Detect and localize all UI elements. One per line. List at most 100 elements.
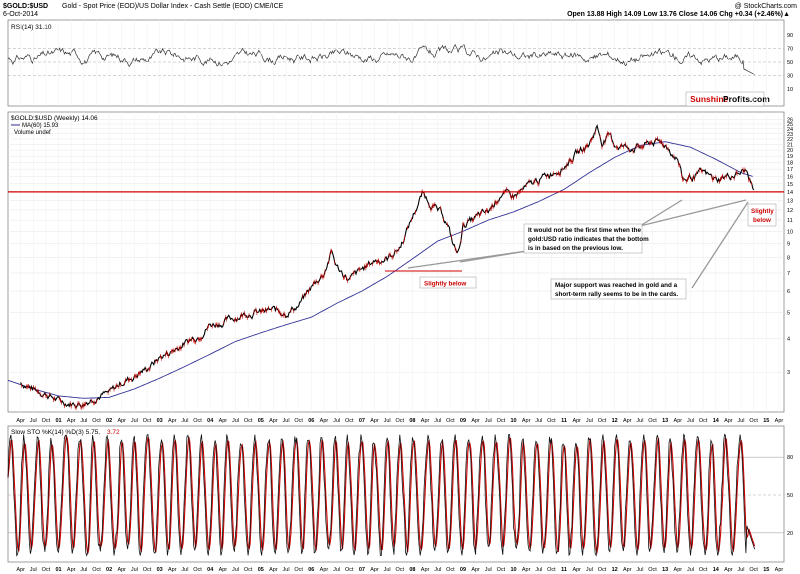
- x-axis-label: Oct: [598, 567, 607, 573]
- x-axis-label: 11: [561, 418, 567, 424]
- x-axis-label: Jul: [485, 418, 492, 424]
- x-axis-label: Jul: [181, 418, 188, 424]
- x-axis-label: Oct: [396, 567, 405, 573]
- slightly-below-label-2a: Slightly: [751, 208, 774, 215]
- x-axis-label: Jul: [535, 567, 542, 573]
- x-axis-label: Oct: [92, 567, 101, 573]
- x-axis-label: Oct: [193, 567, 202, 573]
- slightly-below-box-2: [747, 203, 777, 227]
- annotation-pointers: [407, 199, 749, 289]
- x-axis-label: 06: [308, 418, 314, 424]
- x-axis-label: Oct: [294, 418, 303, 424]
- x-axis-label: Apr: [471, 567, 480, 573]
- x-axis-label: 03: [157, 418, 163, 424]
- x-axis-label: Oct: [92, 418, 101, 424]
- rsi-tick-label: 30: [787, 74, 793, 80]
- price-legend-ma: MA(60) 15.93: [22, 123, 59, 129]
- x-axis-label: Apr: [674, 567, 683, 573]
- sto-tick-label: 80: [787, 455, 793, 461]
- x-axis-label: Apr: [16, 567, 25, 573]
- sto-legend: Slow STO %K(14) %D(3) 5.75,: [11, 429, 100, 436]
- x-axis-label: Apr: [572, 418, 581, 424]
- price-tick-label: 18: [787, 160, 793, 166]
- x-axis-label: Jul: [181, 567, 188, 573]
- rsi-line: [7, 43, 755, 75]
- x-axis-label: 08: [409, 418, 415, 424]
- brand-profits: Profits.com: [723, 94, 770, 104]
- x-axis-label: 07: [359, 418, 365, 424]
- stockcharts-watermark: @ StockCharts.com: [735, 3, 798, 10]
- x-axis-label: 15: [763, 567, 769, 573]
- x-axis-label: Oct: [699, 567, 708, 573]
- x-axis-label: Apr: [623, 418, 632, 424]
- x-axis-label: 04: [207, 567, 214, 573]
- rsi-tick-label: 90: [787, 33, 793, 39]
- sto-tick-label: 50: [787, 493, 793, 499]
- price-tick-label: 14: [787, 190, 793, 196]
- x-axis-label: Jul: [384, 567, 391, 573]
- x-axis-label: Apr: [522, 418, 531, 424]
- x-axis-label: Oct: [497, 567, 506, 573]
- slightly-below-label-1: Slightly below: [424, 281, 466, 288]
- x-axis-label: 09: [460, 567, 466, 573]
- x-axis-label: Apr: [168, 418, 177, 424]
- note2-line1: Major support was reached in gold and a: [555, 282, 678, 289]
- x-axis-label: Jul: [283, 418, 290, 424]
- x-axis-label: 08: [409, 567, 415, 573]
- ohlc-readout: Open 13.88 High 14.09 Low 13.76 Close 14…: [567, 11, 783, 18]
- x-axis-main: Apr Jul Oct 01 Apr Jul Oct 02 Apr Jul Oct 03 Apr Jul O…: [16, 418, 783, 424]
- x-axis-label: 07: [359, 567, 365, 573]
- x-axis-label: Oct: [446, 567, 455, 573]
- price-tick-label: 15: [787, 182, 793, 188]
- price-tick-label: 20: [787, 148, 793, 154]
- x-axis-label: Oct: [244, 418, 253, 424]
- x-axis-label: Jul: [131, 567, 138, 573]
- note1-line1: It would not be the first time when the: [528, 227, 641, 234]
- x-axis-label: Apr: [117, 567, 126, 573]
- x-axis-label: 11: [561, 567, 567, 573]
- x-axis-label: 14: [713, 418, 720, 424]
- note-box-1: [523, 223, 643, 254]
- rsi-tick-label: 10: [787, 87, 793, 93]
- x-axis-label: Oct: [345, 418, 354, 424]
- x-axis-label: Oct: [42, 567, 51, 573]
- x-axis-label: Apr: [522, 567, 531, 573]
- x-axis-label: 13: [662, 567, 668, 573]
- x-axis-label: Jul: [30, 418, 37, 424]
- x-axis-label: 03: [157, 567, 163, 573]
- x-axis-label: Jul: [283, 567, 290, 573]
- x-axis-label: Apr: [67, 567, 76, 573]
- x-axis-label: Apr: [219, 418, 228, 424]
- x-axis-label: Jul: [687, 418, 694, 424]
- x-axis-label: Oct: [193, 418, 202, 424]
- x-axis-label: Jul: [131, 418, 138, 424]
- x-axis-label: Jul: [384, 418, 391, 424]
- x-axis-label: 05: [258, 418, 264, 424]
- rsi-panel: RSI(14) 31.10 10 30 50 70 90 Sunshine Profit…: [7, 19, 793, 107]
- x-axis-label: Apr: [117, 418, 126, 424]
- x-axis-label: 06: [308, 567, 314, 573]
- x-axis-label: 02: [106, 567, 112, 573]
- up-arrow-icon: ▲: [783, 11, 790, 18]
- x-axis-label: 14: [713, 567, 720, 573]
- x-axis-label: Oct: [648, 567, 657, 573]
- x-axis-label: Oct: [648, 418, 657, 424]
- x-axis-label: Jul: [30, 567, 37, 573]
- x-axis-label: Apr: [724, 418, 733, 424]
- price-tick-label: 8: [787, 255, 790, 261]
- x-axis-label: Jul: [232, 567, 239, 573]
- x-axis-label: Jul: [434, 418, 441, 424]
- chart-description: Gold - Spot Price (EOD)/US Dollar Index …: [62, 3, 284, 10]
- x-axis-label: Apr: [370, 567, 379, 573]
- rsi-tick-label: 50: [787, 60, 793, 66]
- price-tick-label: 5: [787, 310, 790, 316]
- x-axis-label: Jul: [586, 567, 593, 573]
- x-axis-label: Apr: [67, 418, 76, 424]
- x-axis-label: Oct: [749, 418, 758, 424]
- chart-symbol: $GOLD:$USD: [3, 3, 48, 10]
- x-axis-label: Jul: [232, 418, 239, 424]
- x-axis-bottom: Apr Jul Oct 01 Apr Jul Oct 02 Apr Jul Oct 03 Apr Jul O…: [16, 567, 783, 573]
- price-tick-label: 7: [787, 271, 790, 277]
- x-axis-label: Apr: [775, 418, 784, 424]
